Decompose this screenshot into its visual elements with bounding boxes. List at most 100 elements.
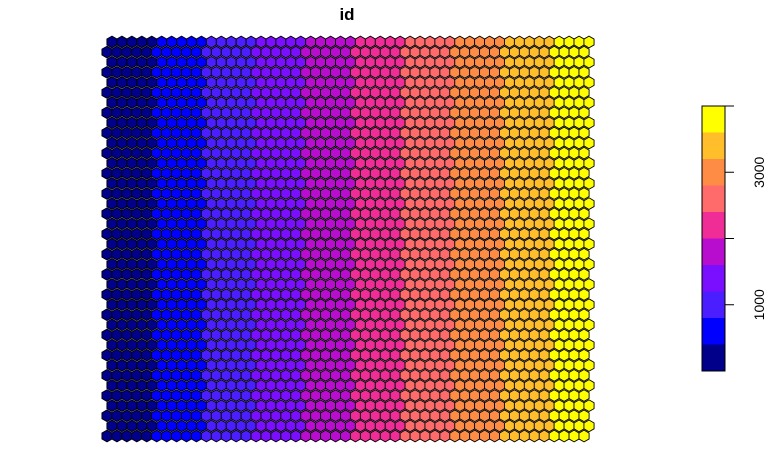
hexagon-cell	[210, 328, 222, 342]
hexagon-cell	[250, 288, 262, 301]
hexagon-cell	[414, 197, 426, 211]
hexagon-cell	[503, 177, 516, 190]
hexagon-cell	[131, 65, 143, 79]
hexagon-cell	[399, 267, 411, 281]
hexagon-cell	[131, 146, 143, 160]
hexagon-cell	[494, 338, 506, 352]
hexagon-cell	[116, 96, 128, 109]
hexagon-cell	[513, 278, 525, 291]
hexagon-cell	[503, 136, 516, 150]
hexagon-cell	[469, 86, 481, 99]
hexagon-cell	[399, 146, 411, 160]
hexagon-cell	[464, 177, 476, 190]
hexagon-cell	[389, 348, 401, 362]
hexagon-cell	[225, 379, 237, 392]
hexagon-cell	[275, 116, 287, 130]
hexagon-cell	[200, 267, 212, 281]
hexagon-cell	[151, 308, 163, 322]
hexagon-cell	[126, 278, 138, 291]
hexagon-cell	[528, 389, 540, 402]
hexagon-cell	[305, 298, 317, 312]
hexagon-cell	[489, 389, 501, 402]
hexagon-cell	[518, 187, 530, 200]
hexagon-cell	[469, 106, 481, 120]
hexagon-cell	[141, 409, 153, 423]
hexagon-cell	[126, 338, 138, 352]
hexagon-cell	[499, 429, 511, 443]
hexagon-cell	[146, 197, 158, 211]
hexagon-cell	[503, 35, 516, 49]
hexagon-cell	[508, 308, 520, 322]
hexagon-cell	[255, 96, 267, 109]
hexagon-cell	[255, 338, 267, 352]
hexagon-cell	[295, 197, 307, 211]
hexagon-cell	[270, 187, 282, 200]
hexagon-cell	[250, 166, 262, 180]
hexagon-cell	[335, 177, 347, 190]
hexagon-cell	[171, 106, 183, 120]
hexagon-cell	[484, 116, 496, 130]
hexagon-cell	[340, 207, 352, 221]
hexagon-cell	[489, 86, 501, 99]
hexagon-cell	[489, 429, 501, 443]
hexagon-cell	[185, 298, 197, 312]
hexagon-cell	[474, 419, 486, 433]
hexagon-cell	[315, 419, 327, 433]
hexagon-cell	[548, 288, 560, 301]
hexagon-cell	[359, 187, 371, 200]
hexagon-cell	[583, 298, 595, 312]
hexagon-cell	[404, 379, 416, 392]
hexagon-cell	[230, 65, 242, 79]
hexagon-cell	[548, 126, 560, 140]
hexagon-cell	[389, 106, 401, 120]
hexagon-cell	[290, 187, 302, 200]
hexagon-cell	[369, 86, 381, 99]
hexagon-cell	[250, 207, 262, 221]
hexagon-cell	[424, 217, 436, 231]
hexagon-cell	[325, 318, 337, 332]
hexagon-cell	[141, 369, 153, 382]
hexagon-cell	[230, 166, 242, 180]
hexagon-cell	[558, 288, 570, 301]
hexagon-cell	[310, 106, 322, 120]
hexagon-cell	[364, 399, 376, 413]
hexagon-cell	[508, 267, 520, 281]
hexagon-cell	[523, 76, 535, 89]
hexagon-cell	[414, 298, 426, 312]
hexagon-cell	[459, 429, 471, 443]
hexagon-cell	[568, 409, 580, 423]
hexagon-cell	[185, 257, 197, 271]
hexagon-cell	[111, 207, 123, 221]
hexagon-cell	[404, 156, 416, 170]
hexagon-cell	[195, 399, 207, 413]
hexagon-cell	[300, 65, 312, 79]
hexagon-cell	[449, 308, 461, 322]
hexagon-cell	[389, 45, 401, 59]
hexagon-cell	[180, 126, 193, 140]
hexagon-cell	[176, 136, 188, 150]
hexagon-cell	[489, 106, 501, 120]
hexagon-cell	[404, 177, 416, 190]
hexagon-cell	[205, 399, 217, 413]
hexagon-cell	[245, 237, 257, 251]
hexagon-cell	[464, 76, 476, 89]
hexagon-cell	[409, 308, 421, 322]
hexagon-cell	[444, 318, 456, 332]
hexagon-cell	[101, 247, 113, 261]
hexagon-cell	[131, 106, 143, 120]
hexagon-cell	[265, 35, 277, 49]
hexagon-cell	[136, 177, 148, 190]
hexagon-cell	[245, 379, 257, 392]
hexagon-cell	[141, 166, 153, 180]
hexagon-cell	[389, 409, 401, 423]
hexagon-cell	[225, 35, 237, 49]
hexagon-cell	[543, 419, 555, 433]
hexagon-cell	[185, 55, 197, 69]
hexagon-cell	[404, 116, 416, 130]
hexagon-cell	[499, 207, 511, 221]
hexagon-cell	[295, 257, 307, 271]
hexagon-cell	[573, 55, 585, 69]
hexagon-cell	[156, 116, 168, 130]
hexagon-cell	[364, 278, 376, 291]
hexagon-cell	[578, 86, 590, 99]
